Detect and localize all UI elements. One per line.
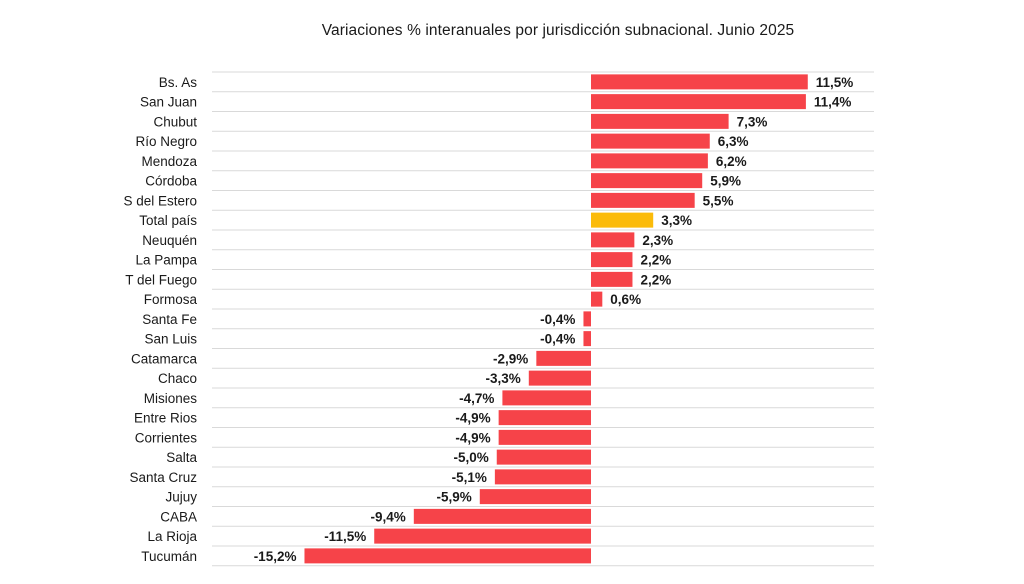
value-label: -4,9% (455, 411, 490, 426)
bar (413, 508, 591, 524)
value-label: -4,9% (455, 430, 490, 445)
bar (496, 449, 591, 465)
category-label: San Luis (144, 332, 197, 347)
value-label: 5,9% (710, 174, 741, 189)
value-label: -0,4% (540, 332, 575, 347)
bar (502, 390, 591, 406)
category-label: Formosa (144, 292, 198, 307)
bar (591, 94, 806, 110)
value-label: -11,5% (324, 529, 366, 544)
bar (498, 429, 591, 445)
bar (591, 133, 710, 149)
category-label: Catamarca (131, 351, 198, 366)
category-label: Total país (139, 213, 197, 228)
bar (591, 192, 695, 208)
bar (498, 410, 591, 426)
value-label: 2,2% (640, 253, 671, 268)
bar (591, 153, 708, 169)
bar (536, 350, 591, 366)
category-label: T del Fuego (125, 272, 197, 287)
bar-highlight (591, 212, 654, 228)
value-label: 11,5% (816, 75, 854, 90)
category-label: San Juan (140, 95, 197, 110)
category-label: Córdoba (145, 174, 197, 189)
category-label: Neuquén (142, 233, 197, 248)
chart-title: Variaciones % interanuales por jurisdicc… (321, 22, 795, 39)
category-label: Entre Rios (134, 411, 197, 426)
bar (591, 291, 603, 307)
category-label: Chubut (153, 114, 197, 129)
value-label: -5,0% (453, 450, 488, 465)
category-label: Misiones (144, 391, 198, 406)
value-label: 2,3% (642, 233, 673, 248)
category-label: La Pampa (135, 253, 197, 268)
category-label: Santa Fe (142, 312, 197, 327)
value-label: -4,7% (459, 391, 494, 406)
category-label: Jujuy (165, 490, 197, 505)
bar (591, 173, 703, 189)
bar (374, 528, 591, 544)
value-label: -15,2% (254, 549, 297, 564)
value-label: 6,2% (716, 154, 747, 169)
category-label: CABA (160, 509, 197, 524)
value-label: 6,3% (718, 134, 749, 149)
bar (591, 74, 808, 90)
value-label: -5,1% (452, 470, 487, 485)
bar (528, 370, 591, 386)
bar (591, 232, 635, 248)
category-label: S del Estero (123, 193, 197, 208)
category-label: Chaco (158, 371, 197, 386)
value-label: 11,4% (814, 95, 852, 110)
bar (591, 252, 633, 268)
category-label: Corrientes (135, 430, 198, 445)
category-label: Mendoza (141, 154, 197, 169)
category-label: Tucumán (141, 549, 197, 564)
value-label: 0,6% (610, 292, 641, 307)
bar (583, 331, 591, 347)
category-label: Río Negro (135, 134, 197, 149)
bar (494, 469, 591, 485)
value-label: 7,3% (737, 114, 768, 129)
bar (591, 113, 729, 129)
value-label: -2,9% (493, 351, 528, 366)
category-label: Salta (166, 450, 197, 465)
value-label: 5,5% (703, 193, 734, 208)
value-label: -3,3% (486, 371, 521, 386)
category-label: Santa Cruz (129, 470, 197, 485)
value-label: 2,2% (640, 272, 671, 287)
value-label: -5,9% (437, 490, 472, 505)
value-label: -0,4% (540, 312, 575, 327)
bar (583, 311, 591, 327)
value-label: 3,3% (661, 213, 692, 228)
value-label: -9,4% (371, 509, 406, 524)
category-label: Bs. As (159, 75, 198, 90)
bar (479, 489, 591, 505)
category-label: La Rioja (147, 529, 197, 544)
bar (591, 271, 633, 287)
bar (304, 548, 591, 564)
